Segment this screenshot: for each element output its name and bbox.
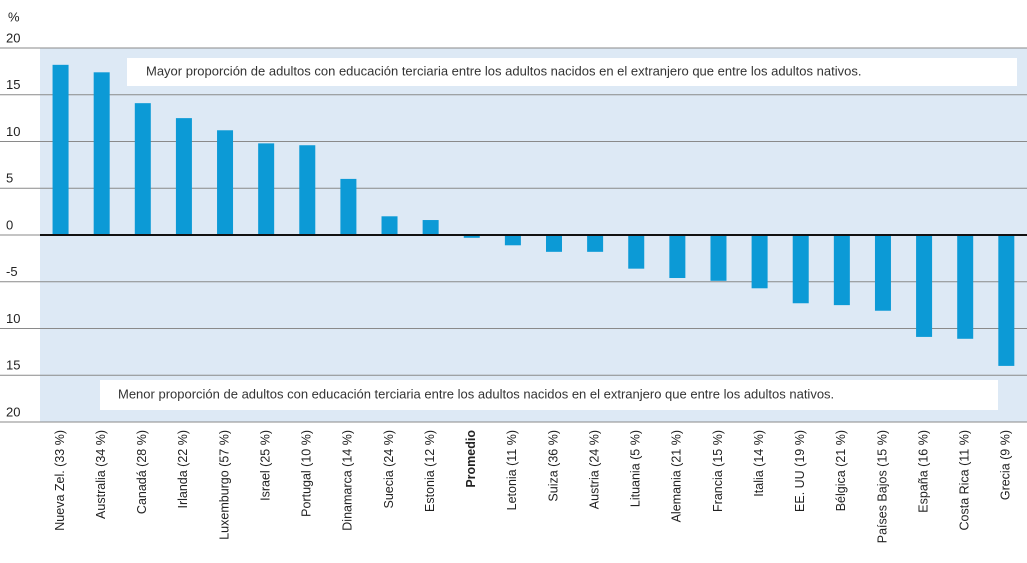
x-tick-label: Israel (25 %): [258, 430, 272, 501]
x-tick-label: Luxemburgo (57 %): [217, 430, 231, 540]
y-tick-label: 0: [6, 217, 13, 232]
y-axis-label: %: [8, 9, 20, 24]
bar: [587, 235, 604, 252]
bar: [340, 178, 357, 235]
annotation: Mayor proporción de adultos con educació…: [146, 63, 861, 78]
x-tick-label: Estonia (12 %): [423, 430, 437, 512]
y-tick-label: 10: [6, 124, 20, 139]
y-tick-label: 5: [6, 171, 13, 186]
bar: [463, 235, 480, 238]
bar: [134, 103, 151, 235]
x-tick-label: Irlanda (22 %): [176, 430, 190, 509]
x-tick-label: Lituania (5 %): [629, 430, 643, 507]
x-tick-label: Suecia (24 %): [382, 430, 396, 509]
bar: [546, 235, 562, 252]
bar: [422, 220, 439, 235]
y-tick-label: 20: [6, 404, 20, 419]
bar: [299, 145, 316, 235]
x-tick-label: Australia (34 %): [94, 430, 108, 519]
annotation: Menor proporción de adultos con educació…: [118, 386, 834, 401]
x-tick-label: Portugal (10 %): [300, 430, 314, 517]
x-tick-label: Países Bajos (15 %): [875, 430, 889, 543]
y-tick-label: 10: [6, 311, 20, 326]
bar: [381, 216, 398, 235]
bar: [874, 235, 891, 311]
x-tick-label: Costa Rica (11 %): [957, 430, 971, 531]
x-tick-label: Letonia (11 %): [505, 430, 519, 510]
x-tick-label: Grecia (9 %): [999, 430, 1013, 500]
bar: [998, 235, 1015, 366]
bar: [669, 235, 686, 279]
bar: [504, 235, 521, 246]
x-tick-label: Francia (15 %): [711, 430, 725, 512]
bar: [93, 72, 110, 235]
x-tick-label: Bélgica (21 %): [834, 430, 848, 511]
annotation-box: [127, 58, 1017, 86]
bar: [628, 235, 645, 269]
bar: [957, 235, 974, 339]
x-tick-label: Italia (14 %): [752, 430, 766, 497]
y-tick-label: 20: [6, 30, 20, 45]
x-tick-label: Austria (24 %): [587, 430, 601, 509]
y-tick-label: 15: [6, 77, 20, 92]
bar: [258, 143, 275, 235]
x-tick-label: Nueva Zel. (33 %): [53, 430, 67, 531]
bar: [916, 235, 933, 337]
x-tick-label: Canadá (28 %): [135, 430, 149, 514]
bar: [175, 118, 192, 235]
bar: [217, 130, 234, 235]
x-tick-label: EE. UU (19 %): [793, 430, 807, 512]
bar: [833, 235, 850, 306]
bar: [52, 64, 69, 235]
x-tick-label: Alemania (21 %): [670, 430, 684, 522]
bar: [710, 235, 727, 281]
x-tick-label: Promedio: [464, 430, 478, 488]
x-tick-label: Dinamarca (14 %): [341, 430, 355, 531]
y-tick-label: -5: [6, 264, 18, 279]
x-tick-label: España (16 %): [916, 430, 930, 513]
bar: [751, 235, 768, 289]
annotation-box: [100, 380, 998, 410]
x-tick-label: Suiza (36 %): [546, 430, 560, 502]
bar: [792, 235, 809, 304]
y-tick-label: 15: [6, 358, 20, 373]
